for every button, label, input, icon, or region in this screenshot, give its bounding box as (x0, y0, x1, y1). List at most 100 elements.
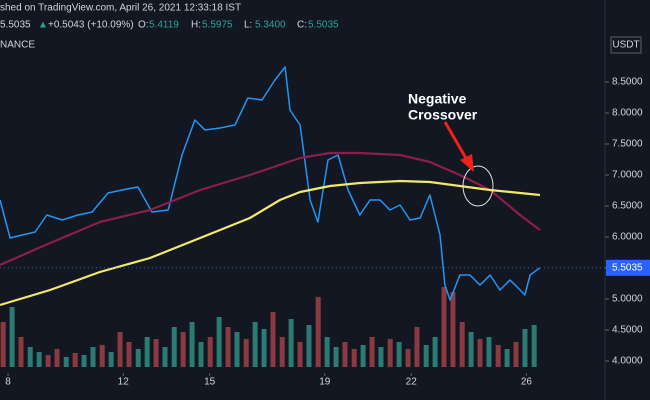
x-tick-label: 15 (204, 377, 216, 388)
volume-bar (144, 337, 150, 367)
y-tick-label: 4.0000 (612, 356, 643, 367)
volume-bar (306, 325, 312, 367)
volume-bar (252, 322, 258, 367)
price-line (0, 66, 541, 301)
published-note: shed on TradingView.com, April 26, 2021 … (0, 3, 241, 14)
volume-bar (405, 349, 411, 367)
volume-bar (324, 337, 330, 367)
volume-bar (36, 352, 42, 367)
ohlc-label: C: (297, 20, 307, 31)
volume-bar (162, 347, 168, 367)
volume-bar (90, 347, 96, 367)
volume-bar (207, 337, 213, 367)
volume-bar (423, 345, 429, 367)
plot-area: 4.00004.50005.00005.50006.00006.50007.00… (0, 66, 650, 388)
arrow-head (460, 154, 474, 172)
volume-bar (504, 349, 510, 367)
volume-bar (153, 339, 159, 367)
volume-bar (108, 352, 114, 367)
volume-bar (126, 342, 132, 367)
volume-bar (378, 347, 384, 367)
volume-bar (522, 329, 528, 367)
currency[interactable]: USDT (612, 40, 639, 51)
volume-bar (279, 337, 285, 367)
volume-bar (477, 339, 483, 367)
last-price-tag (606, 259, 650, 276)
volume-bar (360, 345, 366, 367)
ohlc-value: 5.4119 (149, 20, 179, 31)
volume-bar (99, 345, 105, 367)
volume-bar (342, 342, 348, 367)
volume-bar (414, 327, 420, 367)
ohlc: O: 5.4119 H: 5.5975 L: 5.3400 C: 5.5035 (138, 20, 339, 31)
y-tick-label: 4.5000 (612, 325, 643, 336)
y-tick-label: 7.5000 (612, 139, 643, 150)
currency-box[interactable] (610, 36, 642, 54)
volume-bar (18, 337, 24, 367)
volume-bar (432, 337, 438, 367)
volume-bar (468, 332, 474, 367)
volume-bar (441, 287, 447, 367)
volume-bar (243, 339, 249, 367)
volume-bar (234, 332, 240, 367)
volume-bar (189, 322, 195, 367)
x-tick-label: 12 (118, 377, 130, 388)
x-tick-label: 22 (406, 377, 418, 388)
volume-bar (513, 342, 519, 367)
volume-bar (396, 342, 402, 367)
volume-bar (72, 353, 78, 367)
volume-bar (81, 355, 87, 367)
y-tick-label: 5.0000 (612, 294, 643, 305)
ohlc-label: O: (138, 20, 149, 31)
exchange: NANCE (0, 40, 35, 51)
ohlc-label: L: (244, 20, 252, 31)
volume-bar (45, 355, 51, 367)
ohlc-value: 5.3400 (255, 20, 286, 31)
arrow-shaft (443, 121, 469, 161)
volume-bar (9, 307, 15, 367)
x-tick-label: 8 (5, 377, 11, 388)
volume-bar (369, 337, 375, 367)
volume-bar (117, 332, 123, 367)
volume-bar (135, 349, 141, 367)
last-price-label: 5.5035 (612, 262, 643, 273)
volume-bar (180, 332, 186, 367)
annotation: Negative (408, 91, 467, 107)
last-price: 5.5035 (0, 20, 31, 31)
volume-bar (297, 342, 303, 367)
y-tick-label: 6.0000 (612, 232, 643, 243)
volume-bar (315, 297, 321, 367)
volume-bar (54, 349, 60, 367)
y-tick-label: 6.5000 (612, 201, 643, 212)
y-tick-label: 7.0000 (612, 170, 643, 181)
volume-bar (198, 342, 204, 367)
volume-bar (450, 292, 456, 367)
x-tick-label: 19 (319, 377, 331, 388)
volume-bar (351, 349, 357, 367)
volume-bar (216, 317, 222, 367)
volume-bar (486, 337, 492, 367)
ohlc-value: 5.5035 (308, 20, 339, 31)
volume-bar (171, 327, 177, 367)
volume-bar (63, 357, 69, 367)
up-arrow: ▲ (38, 20, 48, 31)
volume-bar (27, 347, 33, 367)
volume-bar (270, 312, 276, 367)
volume-bar (387, 339, 393, 367)
crossover-circle (462, 165, 494, 207)
volume-bar (0, 322, 6, 367)
volume-bar (225, 327, 231, 367)
volume-bar (261, 329, 267, 367)
y-tick-label: 8.5000 (612, 77, 643, 88)
annotation: Crossover (408, 107, 478, 123)
ohlc-value: 5.5975 (202, 20, 233, 31)
price-line (0, 179, 541, 307)
x-tick-label: 26 (521, 377, 533, 388)
volume-bar (495, 345, 501, 367)
volume-bar (333, 347, 339, 367)
volume-bar (531, 325, 537, 367)
ohlc-label: H: (191, 20, 201, 31)
y-tick-label: 8.0000 (612, 108, 643, 119)
price-line (0, 151, 541, 267)
